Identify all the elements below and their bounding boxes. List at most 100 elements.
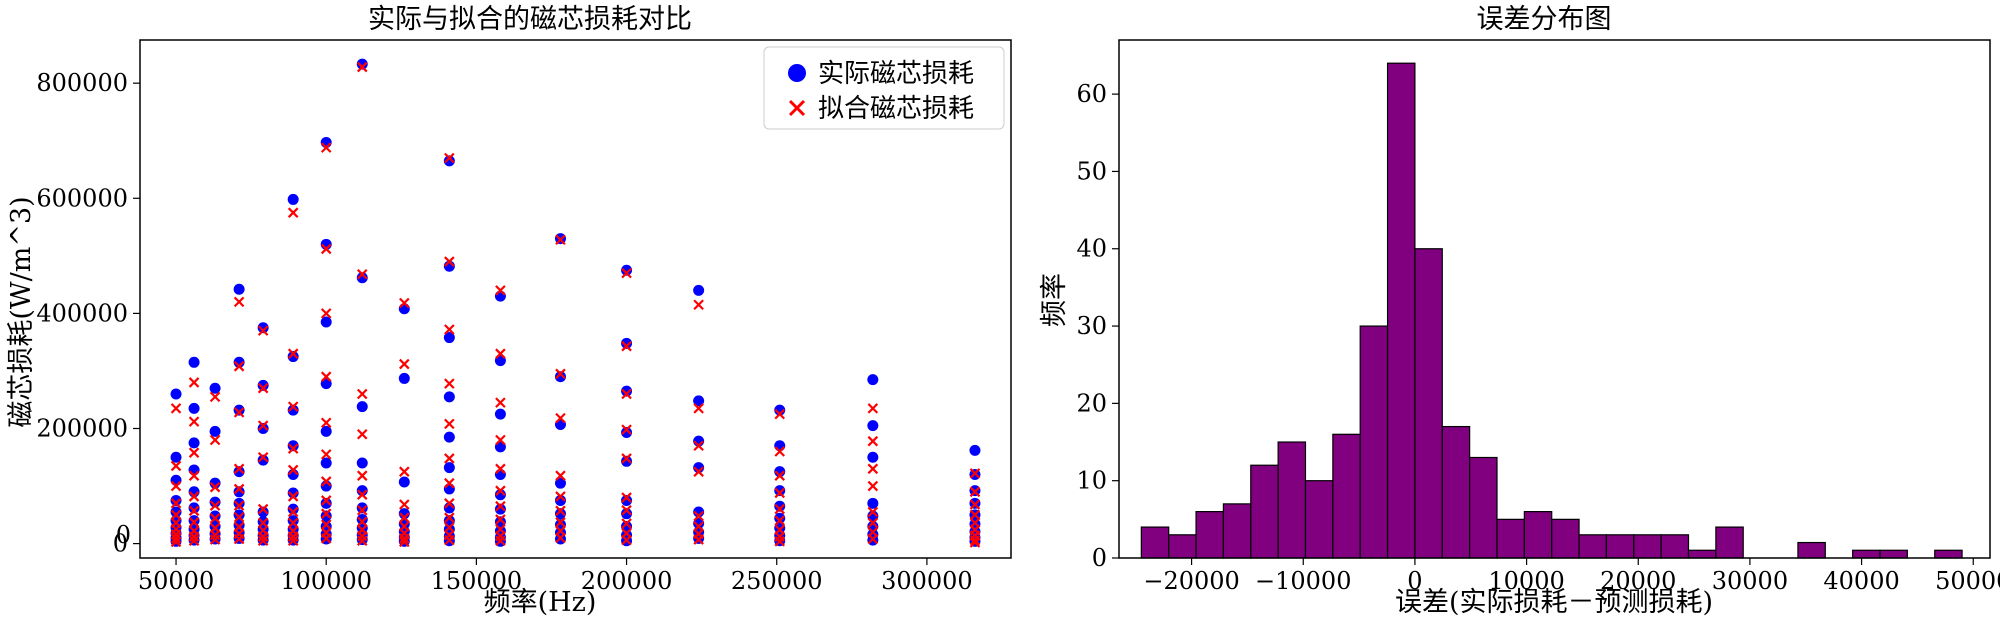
actual-loss-point	[693, 284, 705, 296]
actual-loss-point	[287, 404, 299, 416]
fitted-loss-point	[320, 495, 332, 506]
fitted-loss-point	[356, 535, 368, 547]
scatter-points	[170, 58, 981, 548]
fitted-loss-point	[320, 508, 332, 519]
fitted-loss-point	[320, 449, 332, 460]
histogram-ytick-label: 60	[1076, 80, 1107, 108]
fitted-loss-point	[495, 434, 506, 446]
fitted-loss-point	[320, 371, 332, 382]
histogram-bar	[1633, 534, 1662, 559]
fitted-loss-point	[444, 378, 455, 389]
fitted-loss-point	[693, 466, 704, 477]
actual-loss-point	[188, 356, 200, 368]
fitted-loss-point	[188, 535, 200, 547]
histogram-bar	[1551, 518, 1580, 559]
histogram-ytick-label: 20	[1076, 389, 1107, 417]
actual-loss-point	[287, 487, 299, 499]
fitted-loss-point	[287, 464, 299, 476]
fitted-loss-point	[399, 297, 410, 309]
fitted-loss-point	[693, 440, 704, 452]
actual-loss-point	[233, 404, 245, 416]
fitted-loss-point	[693, 510, 704, 522]
actual-loss-point	[621, 508, 633, 520]
fitted-loss-point	[969, 468, 981, 479]
actual-loss-point	[188, 515, 200, 527]
fitted-loss-point	[399, 358, 410, 370]
actual-loss-point	[443, 483, 455, 495]
fitted-loss-point	[170, 460, 182, 472]
actual-loss-point	[443, 332, 455, 344]
fitted-loss-point	[356, 516, 368, 528]
actual-loss-point	[257, 379, 269, 391]
actual-loss-point	[867, 374, 879, 386]
fitted-loss-point	[867, 506, 879, 518]
fitted-loss-point	[969, 499, 981, 510]
fitted-loss-point	[287, 535, 299, 547]
fitted-loss-point	[495, 348, 506, 359]
scatter-ytick-label: 0	[113, 530, 128, 558]
fitted-loss-point	[969, 486, 981, 498]
fitted-loss-point	[356, 61, 368, 73]
fitted-loss-point	[188, 491, 200, 502]
fitted-loss-point	[399, 499, 410, 510]
fitted-loss-point	[444, 453, 455, 464]
actual-loss-point	[621, 494, 633, 506]
histogram-plot-frame	[1118, 39, 1991, 559]
fitted-loss-point	[774, 470, 786, 481]
histogram-bar	[1797, 541, 1826, 559]
legend-label-actual: 实际磁芯损耗	[818, 59, 974, 89]
fitted-loss-point	[621, 453, 632, 464]
actual-loss-point	[233, 466, 245, 478]
fitted-loss-point	[320, 142, 332, 153]
fitted-loss-point	[495, 500, 506, 512]
fitted-loss-point	[170, 533, 182, 544]
fitted-loss-point	[287, 207, 299, 218]
histogram-bar	[1578, 534, 1608, 559]
histogram-xtick-label: 0	[1407, 567, 1422, 595]
fitted-loss-point	[621, 340, 632, 352]
actual-loss-point	[287, 440, 299, 452]
fitted-loss-point	[867, 403, 879, 414]
scatter-xtick-label: 100000	[280, 567, 372, 595]
fitted-loss-point	[287, 506, 299, 518]
fitted-loss-point	[356, 428, 368, 440]
fitted-loss-point	[399, 512, 410, 523]
fitted-loss-point	[233, 511, 245, 523]
fitted-loss-point	[188, 470, 200, 481]
histogram-bar	[1386, 62, 1416, 559]
fitted-loss-point	[257, 503, 269, 515]
fitted-loss-point	[774, 503, 786, 515]
histogram-bars	[1140, 62, 1963, 559]
fitted-loss-point	[555, 368, 566, 380]
actual-loss-point	[356, 401, 368, 413]
fitted-loss-point	[444, 534, 455, 546]
actual-loss-point	[320, 510, 332, 522]
actual-loss-point	[188, 464, 200, 476]
fitted-loss-point	[170, 480, 182, 492]
actual-loss-point	[356, 457, 368, 469]
fitted-loss-point	[320, 519, 332, 530]
fitted-loss-point	[621, 424, 632, 435]
actual-loss-point	[188, 437, 200, 449]
actual-loss-point	[443, 462, 455, 474]
histogram-bar	[1304, 480, 1334, 559]
histogram-ytick-label: 10	[1076, 467, 1107, 495]
actual-loss-point	[320, 316, 332, 328]
fitted-loss-point	[356, 504, 368, 516]
legend-label-fitted: 拟合磁芯损耗	[818, 94, 974, 124]
actual-loss-point	[621, 337, 633, 349]
actual-loss-point	[233, 509, 245, 521]
histogram-title: 误差分布图	[1477, 4, 1612, 35]
fitted-loss-point	[867, 533, 879, 545]
fitted-loss-point	[209, 513, 221, 524]
legend-box	[763, 46, 1005, 130]
fitted-loss-point	[444, 418, 455, 430]
actual-loss-point	[494, 408, 506, 420]
scatter-xtick-label: 50000	[138, 567, 214, 595]
fitted-loss-point	[233, 533, 245, 545]
actual-loss-point	[443, 391, 455, 403]
actual-loss-point	[398, 372, 410, 384]
actual-loss-point	[287, 503, 299, 515]
scatter-xlabel: 频率(Hz)	[484, 587, 597, 618]
